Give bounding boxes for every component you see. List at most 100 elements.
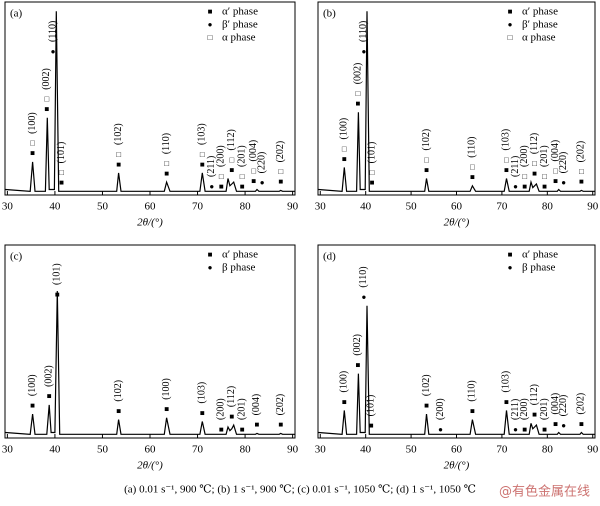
annotation-symbol: ■	[522, 182, 527, 191]
x-axis-label: 2θ/(°)	[137, 460, 163, 472]
x-tick-label: 90	[587, 444, 599, 456]
annotation-symbol: ■	[342, 397, 347, 406]
annotation-symbol: □	[342, 144, 347, 153]
legend-label: β phase	[222, 262, 256, 274]
annotation-label: (220)	[256, 152, 267, 174]
annotation-label: (004)	[550, 140, 561, 162]
annotation-symbol: ■	[219, 182, 224, 191]
annotation-symbol: ■	[164, 405, 169, 414]
annotation-symbol: ■	[116, 160, 121, 169]
annotation-symbol: □	[522, 172, 527, 181]
legend-symbol: ■	[508, 7, 513, 16]
annotation-symbol: □	[542, 172, 547, 181]
annotation-symbol: ■	[255, 420, 260, 429]
annotation-symbol: ■	[240, 182, 245, 191]
annotation-label: (202)	[275, 141, 286, 163]
annotation-symbol: ■	[370, 178, 375, 187]
annotation-label: (102)	[113, 123, 124, 145]
legend-label: α phase	[522, 32, 556, 44]
annotation-label: (102)	[421, 374, 432, 396]
annotation-label: (110)	[467, 380, 478, 401]
x-tick-label: 60	[451, 201, 463, 213]
annotation-symbol: □	[30, 139, 35, 148]
annotation-symbol: □	[504, 155, 509, 164]
xrd-curve	[318, 11, 595, 192]
annotation-symbol: ●	[209, 182, 214, 191]
annotation-symbol: ■	[278, 177, 283, 186]
x-tick-label: 90	[287, 201, 299, 213]
annotation-label: (101)	[52, 263, 63, 285]
annotation-symbol: ■	[522, 425, 527, 434]
legend-label: β′ phase	[522, 19, 558, 31]
annotation-symbol: ●	[513, 182, 518, 191]
annotation-label: (202)	[576, 393, 587, 415]
annotation-label: (201)	[539, 145, 550, 167]
annotation-label: (110)	[467, 137, 478, 158]
annotation-label: (211)	[510, 156, 521, 177]
annotation-symbol: ■	[59, 178, 64, 187]
annotation-symbol: ■	[356, 360, 361, 369]
annotation-symbol: □	[470, 163, 475, 172]
annotation-symbol: ■	[424, 401, 429, 410]
annotation-symbol: ■	[55, 290, 60, 299]
annotation-label: (100)	[161, 378, 172, 400]
x-tick-label: 50	[406, 444, 418, 456]
annotation-label: (100)	[339, 371, 350, 393]
annotation-label: (201)	[539, 398, 550, 420]
annotation-symbol: ●	[361, 47, 366, 56]
legend-label: β phase	[522, 262, 556, 274]
annotation-symbol: ■	[424, 165, 429, 174]
annotation-symbol: □	[229, 155, 234, 164]
legend-label: α phase	[222, 32, 256, 44]
annotation-symbol: ■	[470, 406, 475, 415]
x-tick-label: 40	[360, 201, 372, 213]
annotation-symbol: ■	[47, 392, 52, 401]
x-tick-label: 50	[406, 201, 418, 213]
annotation-label: (202)	[275, 394, 286, 416]
annotation-symbol: ●	[260, 178, 265, 187]
annotation-label: (002)	[44, 365, 55, 387]
x-tick-label: 90	[587, 201, 599, 213]
x-tick-label: 40	[49, 201, 61, 213]
x-tick-label: 40	[49, 444, 61, 456]
annotation-symbol: ■	[504, 165, 509, 174]
annotation-symbol: ■	[251, 176, 256, 185]
annotation-label: (200)	[519, 145, 530, 167]
x-tick-label: 70	[192, 201, 204, 213]
annotation-label: (201)	[237, 145, 248, 167]
annotation-label: (101)	[365, 395, 376, 417]
legend-symbol: □	[208, 33, 213, 42]
annotation-symbol: ■	[542, 182, 547, 191]
annotation-label: (200)	[435, 398, 446, 420]
annotation-symbol: ●	[561, 178, 566, 187]
annotation-label: (103)	[197, 123, 208, 145]
x-tick-label: 80	[240, 444, 252, 456]
annotation-label: (110)	[358, 266, 369, 287]
x-tick-label: 30	[2, 444, 14, 456]
annotation-label: (211)	[206, 156, 217, 177]
annotation-symbol: ■	[504, 397, 509, 406]
annotation-symbol: ■	[219, 425, 224, 434]
annotation-label: (112)	[529, 133, 540, 154]
legend-symbol: ●	[508, 20, 513, 29]
x-tick-label: 30	[315, 201, 327, 213]
annotation-label: (220)	[558, 152, 569, 174]
annotation-symbol: ■	[553, 419, 558, 428]
annotation-label: (101)	[56, 142, 67, 164]
annotation-symbol: ■	[553, 176, 558, 185]
legend-label: α′ phase	[522, 249, 558, 261]
x-tick-label: 80	[542, 444, 554, 456]
annotation-symbol: □	[116, 150, 121, 159]
annotation-label: (004)	[251, 394, 262, 416]
annotation-symbol: □	[370, 168, 375, 177]
annotation-symbol: □	[278, 167, 283, 176]
x-tick-label: 70	[496, 444, 508, 456]
annotation-label: (002)	[352, 334, 363, 356]
annotation-symbol: ■	[116, 406, 121, 415]
x-axis-label: 2θ/(°)	[137, 217, 163, 229]
annotation-symbol: □	[44, 95, 49, 104]
annotation-label: (110)	[47, 21, 58, 42]
panel-label: (a)	[10, 8, 23, 20]
annotation-symbol: ■	[229, 165, 234, 174]
annotation-label: (200)	[519, 398, 530, 420]
